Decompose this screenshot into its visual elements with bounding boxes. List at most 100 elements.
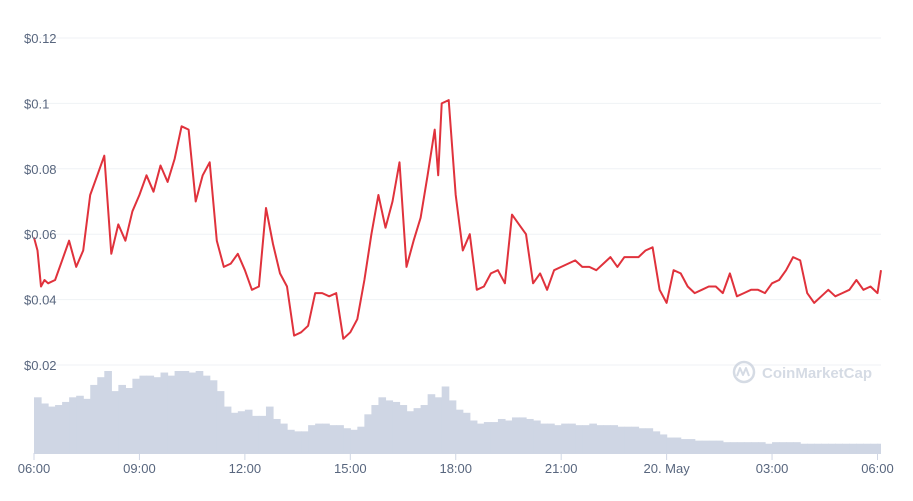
volume-bar	[357, 426, 365, 453]
volume-bar	[371, 405, 380, 453]
volume-bar	[174, 371, 183, 453]
y-tick-label: $0.04	[24, 293, 57, 308]
volume-bar	[617, 426, 626, 453]
volume-bar	[504, 420, 513, 453]
x-tick-label: 06:00	[18, 461, 51, 476]
volume-bar	[842, 443, 850, 453]
volume-bar	[610, 425, 619, 453]
volume-bar	[589, 423, 597, 453]
x-tick-label: 03:00	[756, 461, 789, 476]
volume-bar	[575, 425, 583, 453]
volume-bar	[863, 443, 872, 453]
volume-bar	[800, 443, 808, 453]
volume-bar	[631, 426, 640, 453]
y-tick-label: $0.02	[24, 358, 57, 373]
volume-bar	[490, 422, 499, 453]
volume-bar	[237, 411, 246, 453]
volume-bar	[322, 423, 330, 453]
volume-bar	[280, 423, 288, 453]
volume-bar	[673, 437, 682, 453]
volume-bar	[265, 406, 274, 453]
volume-bar	[258, 415, 267, 453]
volume-bar	[483, 422, 492, 453]
volume-bar	[786, 442, 794, 453]
x-axis-labels: 06:00 09:00 12:00 15:00 18:00 21:00 20. May 03:…	[18, 461, 894, 476]
volume-bar	[230, 412, 239, 453]
volume-bar	[301, 431, 309, 453]
volume-bar	[132, 378, 141, 453]
volume-bar	[69, 397, 77, 453]
volume-bar	[603, 425, 611, 453]
volume-bar	[153, 377, 162, 453]
volume-bar	[448, 400, 457, 453]
volume-bar	[476, 423, 485, 453]
volume-bar	[125, 388, 134, 453]
volume-bar	[392, 401, 401, 453]
volume-bar	[90, 384, 98, 453]
volume-bar	[680, 439, 689, 453]
volume-bar	[350, 429, 358, 453]
volume-bar	[385, 400, 394, 453]
volume-bar	[195, 371, 204, 453]
volume-bar	[48, 406, 56, 453]
coinmarketcap-logo-icon	[732, 360, 756, 384]
volume-bar	[469, 420, 478, 453]
volume-bar	[146, 375, 155, 453]
volume-bar	[638, 428, 647, 453]
y-tick-label: $0.08	[24, 162, 57, 177]
volume-bar	[821, 443, 829, 453]
volume-bar	[497, 418, 506, 453]
volume-bar	[715, 440, 724, 453]
volume-bar	[659, 434, 668, 453]
volume-bar	[167, 375, 176, 453]
volume-bar	[694, 440, 703, 453]
volume-bar	[216, 391, 225, 453]
y-tick-label: $0.1	[24, 96, 49, 111]
volume-bar	[343, 428, 351, 453]
volume-bar	[434, 397, 443, 453]
volume-bar	[708, 440, 717, 453]
volume-bar	[251, 415, 260, 453]
volume-bar	[568, 423, 576, 453]
x-axis	[33, 453, 881, 460]
volume-bar	[624, 426, 633, 453]
volume-bar	[202, 375, 211, 453]
volume-bar	[533, 420, 541, 453]
volume-bar	[441, 386, 450, 453]
volume-bar	[308, 425, 316, 453]
volume-bar	[427, 394, 436, 453]
volume-bar	[652, 431, 661, 453]
x-tick-label: 21:00	[545, 461, 578, 476]
volume-bar	[97, 377, 105, 453]
volume-bar	[750, 442, 759, 453]
volume-bar	[765, 443, 773, 453]
volume-bar	[41, 403, 49, 453]
volume-bar	[139, 375, 148, 453]
volume-bar	[645, 428, 654, 453]
volume-bar	[272, 418, 281, 453]
volume-bar	[828, 443, 836, 453]
volume-bar	[83, 398, 91, 453]
volume-bar	[722, 442, 731, 453]
price-series-line	[33, 99, 882, 340]
volume-bar	[849, 443, 857, 453]
watermark-text: CoinMarketCap	[762, 365, 872, 382]
volume-bar	[420, 405, 429, 453]
x-tick-label: 20. May	[643, 461, 690, 476]
y-tick-label: $0.12	[24, 31, 57, 46]
volume-bar	[870, 443, 879, 453]
volume-bar	[856, 443, 865, 453]
volume-bar	[111, 391, 119, 453]
x-tick-label: 18:00	[439, 461, 472, 476]
volume-bar	[547, 423, 555, 453]
volume-bar	[526, 418, 534, 453]
volume-bar	[554, 425, 562, 453]
volume-bar	[329, 425, 337, 453]
volume-bar	[118, 384, 126, 453]
volume-bar	[406, 411, 415, 453]
volume-bar	[835, 443, 843, 453]
volume-bar	[104, 371, 112, 453]
volume-bar	[596, 425, 604, 453]
volume-bar	[561, 423, 569, 453]
